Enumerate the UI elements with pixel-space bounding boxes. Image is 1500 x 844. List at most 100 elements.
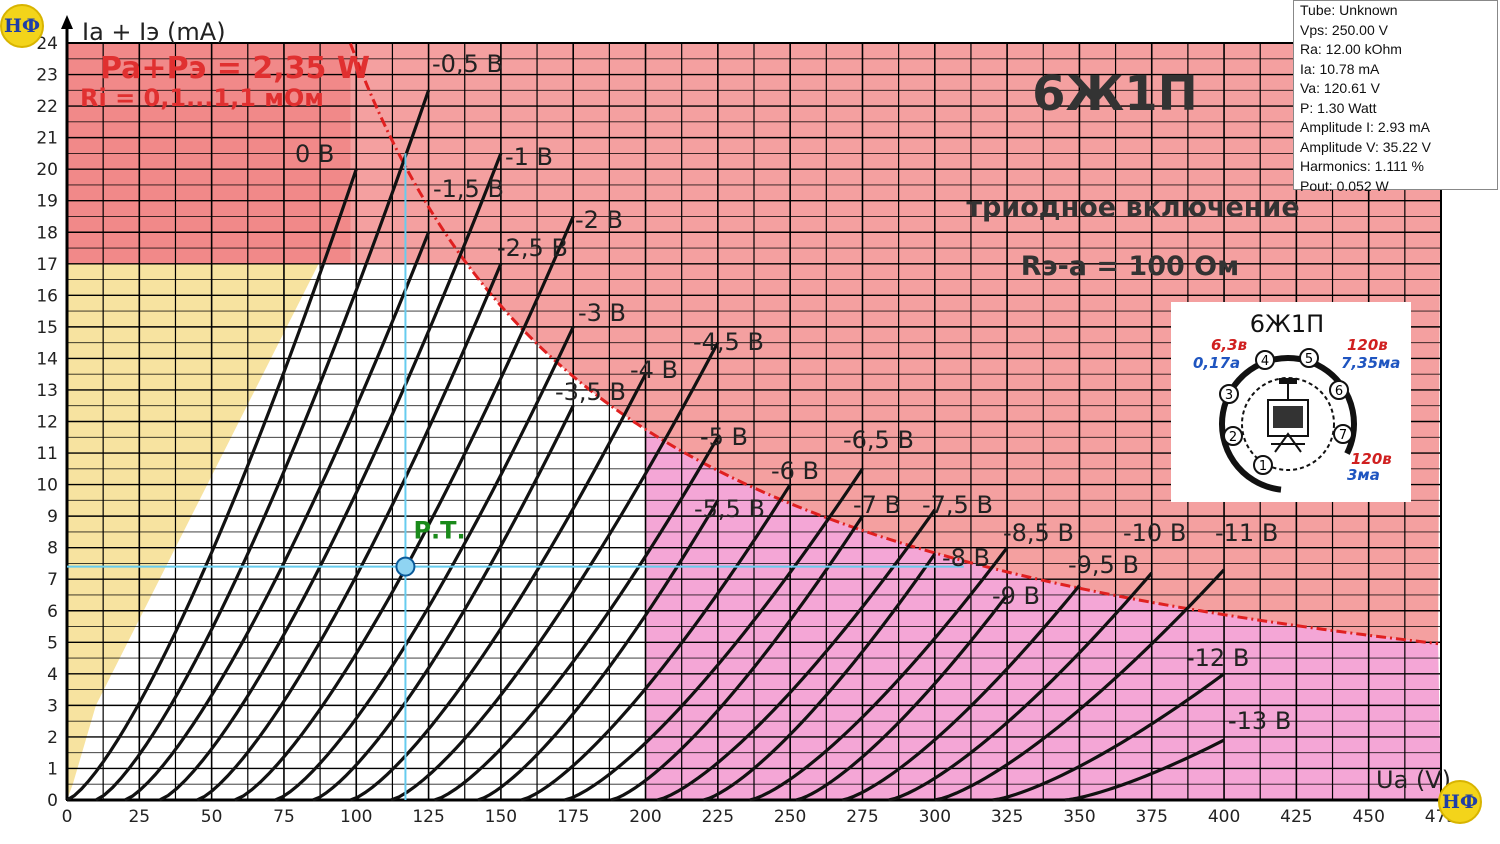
x-tick-label: 375 [1136, 807, 1168, 827]
curve-label-15: -7,5 В [922, 491, 993, 519]
curve-label-20: -10 В [1123, 519, 1186, 547]
curve-label-21: -11 В [1215, 519, 1278, 547]
curve-label-5: -2,5 В [497, 234, 568, 262]
curve-label-13: -6,5 В [843, 426, 914, 454]
curve-label-11: -5,5 В [694, 495, 765, 523]
y-axis-label: Ia + Iэ (mA) [82, 18, 226, 46]
x-tick-label: 325 [991, 807, 1023, 827]
pin-label: 1 [1259, 459, 1267, 474]
y-tick-label: 9 [47, 507, 58, 527]
y-tick-label: 5 [47, 633, 58, 653]
x-tick-label: 425 [1280, 807, 1312, 827]
pin-3-icon [1219, 384, 1239, 404]
low-voltage-zone [67, 263, 319, 801]
max-power-label: Pa+Pэ = 2,35 W [100, 51, 370, 86]
curve-16 [702, 553, 937, 802]
y-tick-label: 8 [47, 539, 58, 559]
heater-voltage: 6,3в [1211, 336, 1247, 354]
y-tick-label: 24 [36, 34, 58, 54]
curve-22 [992, 672, 1225, 802]
curves [66, 89, 1226, 802]
curve-23 [1064, 738, 1225, 802]
x-tick-label: 25 [128, 807, 150, 827]
x-tick-label: 225 [702, 807, 734, 827]
curve-label-16: -8 В [942, 544, 990, 572]
x-tick-label: 275 [846, 807, 878, 827]
curve-label-12: -6 В [771, 457, 819, 485]
ri-label: Ri = 0,1...1,1 мОм [80, 84, 324, 112]
curve-labels: 0 В-0,5 В-1 В-1,5 В-2 В-2,5 В-3 В-3,5 В-… [295, 50, 1291, 735]
info-harmonics: Harmonics: 1.111 % [1300, 158, 1424, 174]
pin-2-icon [1223, 426, 1243, 446]
pin-1-icon [1253, 455, 1273, 475]
info-ra: Ra: 12.00 kOhm [1300, 41, 1402, 57]
chart-subtitle: триодное включение [966, 192, 1299, 223]
curve-label-0: 0 В [295, 140, 334, 168]
x-tick-label: 175 [557, 807, 589, 827]
y-tick-label: 4 [47, 665, 58, 685]
info-p: P: 1.30 Watt [1300, 99, 1377, 116]
pin-label: 2 [1229, 430, 1237, 445]
y-tick-label: 16 [36, 286, 58, 306]
pin-label: 7 [1339, 428, 1347, 443]
curve-label-7: -3,5 В [555, 378, 626, 406]
curve-21 [934, 568, 1226, 802]
y-tick-label: 19 [36, 192, 58, 212]
curve-3 [158, 152, 503, 802]
info-amp-i: Amplitude I: 2.93 mA [1300, 119, 1430, 135]
y-tick-label: 2 [47, 728, 58, 748]
y-tick-label: 11 [36, 444, 58, 464]
tube-pinout-diagram: 6Ж1П 6,3в 0,17а 120в 7,35ма 120в 3ма 1 2 3… [1171, 302, 1411, 502]
y-tick-label: 0 [47, 791, 58, 811]
x-tick-label: 0 [62, 807, 73, 827]
curve-label-3: -1,5 В [433, 175, 504, 203]
curve-label-19: -9,5 В [1068, 551, 1139, 579]
x-tick-label: 75 [273, 807, 295, 827]
operating-point-label: Р.Т. [413, 517, 465, 545]
curve-label-1: -0,5 В [432, 50, 503, 78]
chart-title: 6Ж1П [1032, 66, 1198, 122]
screen-voltage: 120в [1351, 450, 1392, 468]
y-tick-label: 23 [36, 66, 58, 86]
y-tick-label: 3 [47, 696, 58, 716]
curve-9 [390, 341, 720, 802]
y-tick-label: 14 [36, 349, 58, 369]
chart-subtitle-2: Rэ-а = 100 Ом [1021, 251, 1239, 282]
y-tick-label: 20 [36, 160, 58, 180]
x-tick-label: 125 [412, 807, 444, 827]
y-tick-label: 7 [47, 570, 58, 590]
curve-10 [433, 436, 720, 802]
x-tick-label: 200 [629, 807, 661, 827]
curve-label-17: -8,5 В [1003, 519, 1074, 547]
y-tick-label: 18 [36, 223, 58, 243]
x-tick-label: 450 [1352, 807, 1384, 827]
curve-label-18: -9 В [992, 582, 1040, 610]
logo-bottom-right: НФ [1438, 780, 1482, 824]
x-axis-label: Ua (V) [1376, 766, 1451, 794]
x-tick-label: 150 [485, 807, 517, 827]
curve-label-10: -5 В [700, 423, 748, 451]
x-tick-label: 250 [774, 807, 806, 827]
info-box: Tube: Unknown Vps: 250.00 V Ra: 12.00 kO… [1293, 0, 1498, 194]
curve-label-6: -3 В [578, 299, 626, 327]
x-tick-label: 400 [1208, 807, 1240, 827]
screen-current: 3ма [1347, 466, 1380, 484]
curve-6 [274, 326, 575, 802]
anode-current: 7,35ма [1341, 354, 1400, 372]
x-tick-label: 50 [201, 807, 223, 827]
curve-label-22: -12 В [1186, 644, 1249, 672]
y-tick-label: 1 [47, 759, 58, 779]
curve-7 [312, 405, 575, 802]
curve-0 [66, 168, 358, 802]
pin-6-icon [1329, 380, 1349, 400]
curve-20 [888, 571, 1153, 802]
pin-7-icon [1333, 424, 1353, 444]
curve-8 [349, 373, 647, 802]
curve-19 [841, 584, 1081, 802]
info-vps: Vps: 250.00 V [1300, 21, 1388, 38]
info-amp-v: Amplitude V: 35.22 V [1300, 138, 1432, 155]
y-tick-label: 12 [36, 413, 58, 433]
y-tick-label: 21 [36, 129, 58, 149]
curve-4 [196, 263, 503, 802]
curve-15 [656, 508, 937, 802]
